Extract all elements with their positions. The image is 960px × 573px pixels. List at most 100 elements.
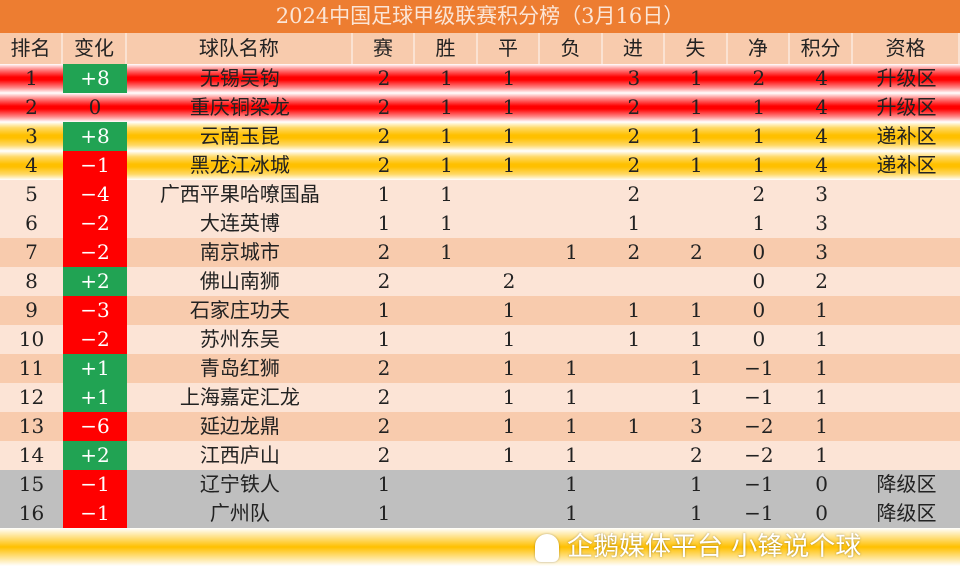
cell-change: +8 — [62, 122, 127, 151]
cell-change: −6 — [62, 412, 127, 441]
cell-goals-for — [603, 470, 665, 499]
header-points: 积分 — [790, 33, 854, 64]
cell-lost: 1 — [565, 501, 578, 525]
cell-team-name: 江西庐山 — [199, 443, 280, 467]
cell-goals-for: 1 — [627, 414, 641, 438]
cell-zone — [853, 441, 960, 470]
cell-points: 4 — [815, 153, 828, 177]
cell-won — [415, 267, 477, 296]
cell-won — [415, 296, 477, 325]
header-change: 变化 — [63, 33, 127, 64]
cell-zone — [853, 383, 960, 412]
cell-team-name: 重庆铜梁龙 — [189, 95, 290, 119]
header-rank: 排名 — [0, 33, 63, 64]
cell-won: 1 — [440, 240, 453, 264]
cell-rank: 8 — [25, 269, 38, 293]
cell-lost — [540, 122, 602, 151]
cell-rank: 9 — [25, 298, 38, 322]
cell-played: 2 — [377, 240, 391, 264]
cell-goals-against: 1 — [690, 298, 703, 322]
cell-drawn: 1 — [502, 414, 516, 438]
cell-goal-diff: 2 — [752, 182, 766, 206]
cell-goal-diff: 0 — [752, 240, 766, 264]
cell-rank: 10 — [18, 327, 45, 351]
table-row: 3 +8 云南玉昆 2 1 1 2 1 1 4 递补区 — [0, 122, 960, 151]
cell-goal-diff: 0 — [752, 327, 766, 351]
cell-drawn: 1 — [502, 95, 516, 119]
cell-won: 1 — [440, 153, 453, 177]
cell-lost — [540, 296, 602, 325]
cell-drawn — [478, 470, 540, 499]
cell-team-name: 南京城市 — [199, 240, 280, 264]
cell-change: +8 — [62, 64, 127, 93]
cell-won: 1 — [440, 182, 453, 206]
cell-change: +1 — [62, 354, 127, 383]
cell-rank: 1 — [25, 66, 38, 90]
cell-team-name: 佛山南狮 — [199, 269, 280, 293]
watermark-text: 企鹅媒体平台 小锋说个球 — [567, 532, 862, 562]
cell-change: −3 — [62, 296, 127, 325]
cell-goals-for — [603, 267, 665, 296]
cell-rank: 2 — [25, 95, 38, 119]
cell-goals-against — [665, 267, 727, 296]
table-row: 16 −1 广州队 1 1 1 −1 0 降级区 — [0, 499, 960, 528]
cell-played: 1 — [377, 182, 391, 206]
table-row: 5 −4 广西平果哈嘹国晶 1 1 2 2 3 — [0, 180, 960, 209]
cell-team-name: 苏州东吴 — [199, 327, 280, 351]
cell-goal-diff: 2 — [752, 66, 766, 90]
cell-won — [415, 325, 477, 354]
cell-points: 3 — [815, 240, 828, 264]
cell-won: 1 — [440, 211, 453, 235]
table-title: 2024中国足球甲级联赛积分榜（3月16日） — [0, 0, 960, 33]
cell-goals-for — [603, 383, 665, 412]
cell-change: +2 — [62, 267, 127, 296]
cell-points: 0 — [815, 501, 828, 525]
cell-goals-for: 3 — [627, 66, 641, 90]
cell-drawn: 1 — [502, 327, 516, 351]
cell-lost — [540, 267, 602, 296]
table-row: 7 −2 南京城市 2 1 1 2 2 0 3 — [0, 238, 960, 267]
cell-played: 1 — [377, 211, 391, 235]
cell-rank: 15 — [18, 472, 45, 496]
cell-change: +2 — [62, 441, 127, 470]
cell-goals-against: 1 — [690, 327, 703, 351]
cell-change: −2 — [62, 209, 127, 238]
cell-zone — [853, 267, 960, 296]
cell-change: −2 — [62, 325, 127, 354]
cell-zone: 降级区 — [876, 501, 937, 525]
cell-rank: 14 — [18, 443, 45, 467]
cell-played: 2 — [377, 269, 391, 293]
cell-played: 2 — [377, 443, 391, 467]
table-row: 1 +8 无锡吴钩 2 1 1 3 1 2 4 升级区 — [0, 64, 960, 93]
cell-lost: 1 — [565, 472, 578, 496]
cell-won — [415, 412, 477, 441]
cell-points: 1 — [815, 327, 828, 351]
cell-team-name: 大连英博 — [199, 211, 280, 235]
cell-points: 2 — [815, 269, 828, 293]
header-won: 胜 — [415, 33, 478, 64]
cell-played: 2 — [377, 153, 391, 177]
cell-zone — [853, 325, 960, 354]
cell-goal-diff: 1 — [752, 124, 766, 148]
cell-drawn — [478, 180, 540, 209]
cell-change: 0 — [88, 95, 102, 119]
header-team: 球队名称 — [127, 33, 353, 64]
penguin-icon — [535, 533, 559, 562]
cell-zone — [853, 238, 960, 267]
cell-goals-against — [665, 180, 727, 209]
cell-points: 1 — [815, 385, 828, 409]
cell-lost — [540, 180, 602, 209]
cell-goals-for: 1 — [627, 327, 641, 351]
cell-points: 3 — [815, 211, 828, 235]
table-row: 6 −2 大连英博 1 1 1 1 3 — [0, 209, 960, 238]
table-row: 12 +1 上海嘉定汇龙 2 1 1 1 −1 1 — [0, 383, 960, 412]
cell-drawn — [478, 238, 540, 267]
cell-goals-for: 2 — [627, 240, 641, 264]
cell-team-name: 石家庄功夫 — [189, 298, 290, 322]
cell-team-name: 黑龙江冰城 — [189, 153, 290, 177]
cell-goals-for — [603, 499, 665, 528]
cell-drawn: 1 — [502, 66, 516, 90]
cell-drawn: 1 — [502, 298, 516, 322]
cell-goals-for: 2 — [627, 153, 641, 177]
cell-played: 2 — [377, 124, 391, 148]
